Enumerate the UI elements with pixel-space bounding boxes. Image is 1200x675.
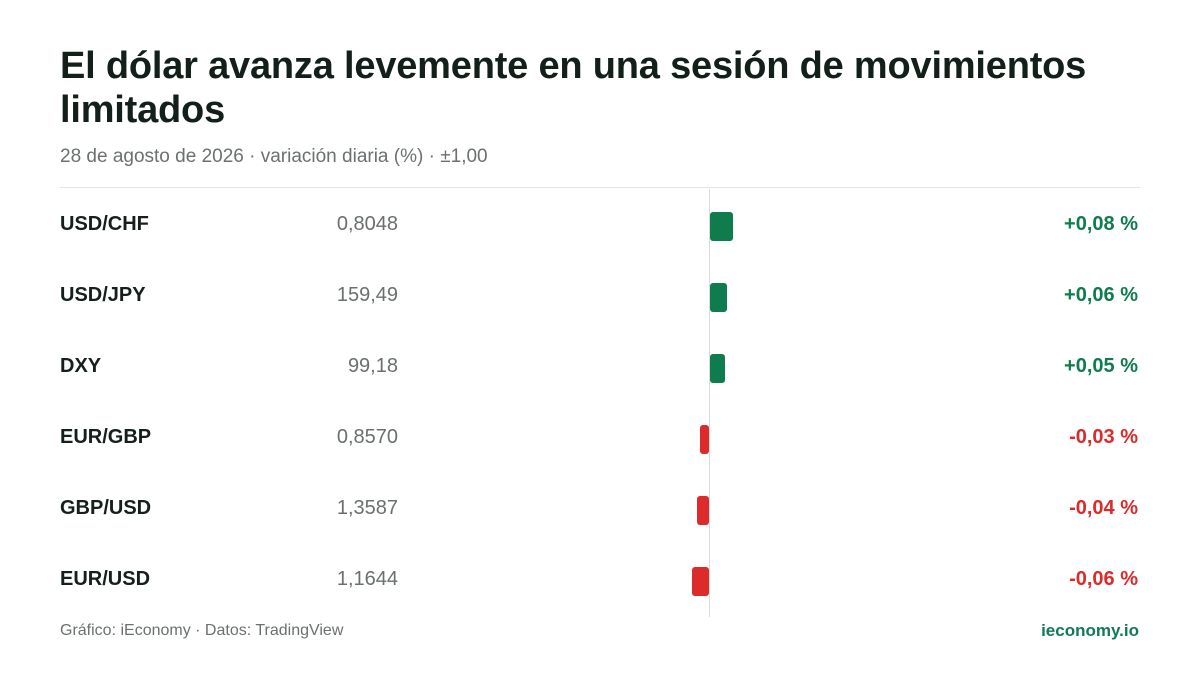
change-label: -0,04 % [1069, 497, 1138, 519]
table-row: GBP/USD 1,3587 -0,04 % [60, 473, 1140, 544]
price-value: 159,49 [336, 284, 398, 306]
change-label: +0,05 % [1064, 355, 1138, 377]
chart-title: El dólar avanza levemente en una sesión … [60, 45, 1087, 131]
currency-pair-label: EUR/GBP [60, 426, 152, 448]
table-row: DXY 99,18 +0,05 % [60, 331, 1140, 402]
zero-axis-line [709, 189, 710, 617]
change-label: +0,06 % [1064, 284, 1138, 306]
table-row: EUR/GBP 0,8570 -0,03 % [60, 402, 1140, 473]
currency-pair-label: GBP/USD [60, 497, 152, 519]
currency-pair-label: USD/JPY [60, 284, 146, 306]
currency-pair-label: DXY [60, 355, 102, 377]
change-bar [710, 354, 725, 383]
change-bar [700, 425, 709, 454]
currency-pair-label: USD/CHF [60, 213, 149, 235]
table-row: EUR/USD 1,1644 -0,06 % [60, 544, 1140, 615]
brand-link[interactable]: ieconomy.io [1041, 621, 1139, 640]
change-bar [691, 567, 709, 596]
table-row: USD/JPY 159,49 +0,06 % [60, 260, 1140, 331]
currency-pair-label: EUR/USD [60, 568, 151, 590]
source-credit: Gráfico: iEconomy · Datos: TradingView [60, 622, 344, 639]
price-value: 0,8048 [336, 213, 398, 235]
price-value: 1,3587 [336, 497, 398, 519]
price-value: 1,1644 [336, 568, 398, 590]
change-label: -0,03 % [1069, 426, 1138, 448]
change-label: -0,06 % [1069, 568, 1138, 590]
change-bar [697, 496, 709, 525]
price-value: 0,8570 [336, 426, 398, 448]
header-divider [60, 187, 1140, 188]
chart-subtitle: 28 de agosto de 2026 · variación diaria … [60, 146, 488, 167]
change-bar [710, 283, 728, 312]
table-row: USD/CHF 0,8048 +0,08 % [60, 189, 1140, 260]
change-label: +0,08 % [1064, 213, 1138, 235]
price-value: 99,18 [347, 355, 398, 377]
change-bar [710, 212, 734, 241]
